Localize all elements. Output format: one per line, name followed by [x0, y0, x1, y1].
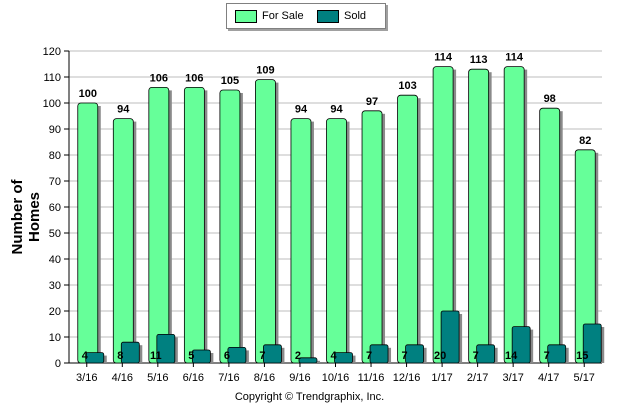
- bar-for-sale: [468, 68, 490, 364]
- bar-sold: [582, 323, 602, 364]
- data-label-for-sale: 105: [221, 75, 239, 87]
- y-tick-label: 90: [49, 124, 61, 136]
- y-tick-label: 30: [49, 280, 61, 292]
- data-label-for-sale: 114: [505, 52, 524, 64]
- legend: For Sale Sold: [226, 3, 386, 29]
- bar-for-sale: [290, 118, 312, 364]
- data-label-sold: 6: [224, 350, 230, 362]
- data-label-sold: 7: [473, 350, 479, 362]
- bar-for-sale: [219, 89, 241, 364]
- bar-sold: [156, 333, 176, 364]
- data-label-sold: 14: [505, 350, 518, 362]
- x-tick-label: 1/17: [431, 372, 452, 384]
- bar-sold: [227, 346, 247, 364]
- y-tick-label: 10: [49, 332, 61, 344]
- data-label-for-sale: 103: [398, 80, 416, 92]
- data-label-for-sale: 94: [295, 104, 308, 116]
- data-label-sold: 7: [366, 350, 372, 362]
- data-label-for-sale: 100: [79, 88, 97, 100]
- x-tick-label: 3/17: [502, 372, 523, 384]
- data-label-for-sale: 94: [117, 104, 130, 116]
- y-tick-label: 100: [43, 98, 61, 110]
- bar-for-sale: [397, 94, 418, 364]
- bar-sold: [511, 326, 531, 364]
- bar-sold: [191, 349, 211, 364]
- data-label-sold: 20: [434, 350, 446, 362]
- data-label-for-sale: 114: [434, 52, 453, 64]
- data-label-sold: 5: [188, 350, 194, 362]
- data-label-sold: 4: [330, 350, 337, 362]
- bar-sold: [440, 310, 460, 364]
- legend-label-for-sale: For Sale: [262, 10, 304, 22]
- legend-swatch-for-sale: [235, 9, 257, 23]
- data-label-for-sale: 106: [185, 72, 203, 84]
- bar-for-sale: [77, 102, 99, 364]
- x-tick-label: 12/16: [393, 372, 421, 384]
- x-tick-label: 5/17: [574, 372, 595, 384]
- x-tick-label: 7/16: [218, 372, 239, 384]
- data-label-sold: 2: [295, 350, 301, 362]
- legend-item-for-sale: For Sale: [235, 9, 304, 23]
- bar-for-sale: [539, 107, 561, 364]
- x-tick-label: 3/16: [76, 372, 97, 384]
- x-tick-label: 11/16: [358, 372, 385, 384]
- y-tick-label: 80: [49, 150, 61, 162]
- bar-sold: [334, 352, 353, 364]
- data-label-for-sale: 106: [150, 72, 168, 84]
- data-label-sold: 15: [576, 350, 588, 362]
- bar-for-sale: [361, 110, 383, 364]
- data-label-for-sale: 97: [366, 96, 378, 108]
- bar-for-sale: [503, 66, 525, 364]
- bar-sold: [120, 341, 140, 364]
- x-tick-label: 5/16: [147, 372, 168, 384]
- data-label-for-sale: 109: [256, 65, 274, 77]
- y-tick-label: 60: [49, 202, 61, 214]
- data-label-for-sale: 98: [544, 93, 556, 105]
- y-tick-label: 40: [49, 254, 61, 266]
- bar-for-sale: [326, 118, 347, 364]
- legend-item-sold: Sold: [317, 9, 366, 23]
- y-tick-label: 50: [49, 228, 61, 240]
- bar-sold: [405, 344, 424, 364]
- y-tick-label: 70: [49, 176, 61, 188]
- x-tick-label: 4/16: [112, 372, 133, 384]
- y-tick-label: 0: [55, 358, 61, 370]
- x-tick-label: 8/16: [254, 372, 275, 384]
- bar-sold: [369, 344, 389, 364]
- bar-sold: [298, 357, 318, 364]
- bar-sold: [85, 352, 105, 364]
- data-label-for-sale: 94: [330, 104, 343, 116]
- data-label-sold: 7: [402, 350, 408, 362]
- bar-for-sale: [148, 87, 170, 364]
- y-tick-label: 20: [49, 306, 61, 318]
- x-tick-label: 9/16: [289, 372, 310, 384]
- bar-for-sale: [255, 79, 276, 364]
- data-label-sold: 11: [150, 350, 162, 362]
- copyright-text: Copyright © Trendgraphix, Inc.: [234, 391, 385, 403]
- data-label-sold: 7: [259, 350, 265, 362]
- x-tick-label: 2/17: [467, 372, 488, 384]
- x-tick-label: 4/17: [538, 372, 559, 384]
- bar-for-sale: [112, 118, 134, 364]
- bar-sold: [547, 344, 567, 364]
- data-label-for-sale: 113: [470, 54, 488, 66]
- data-label-sold: 4: [82, 350, 89, 362]
- y-tick-label: 110: [43, 72, 61, 84]
- x-tick-label: 6/16: [183, 372, 204, 384]
- data-label-sold: 7: [544, 350, 550, 362]
- bar-sold: [476, 344, 496, 364]
- legend-label-sold: Sold: [344, 10, 367, 22]
- bar-sold: [263, 344, 282, 364]
- legend-swatch-sold: [317, 9, 339, 23]
- x-tick-label: 10/16: [322, 372, 350, 384]
- bar-for-sale: [183, 87, 205, 364]
- data-label-for-sale: 82: [579, 135, 591, 147]
- data-label-sold: 8: [117, 350, 123, 362]
- y-tick-label: 120: [43, 46, 61, 58]
